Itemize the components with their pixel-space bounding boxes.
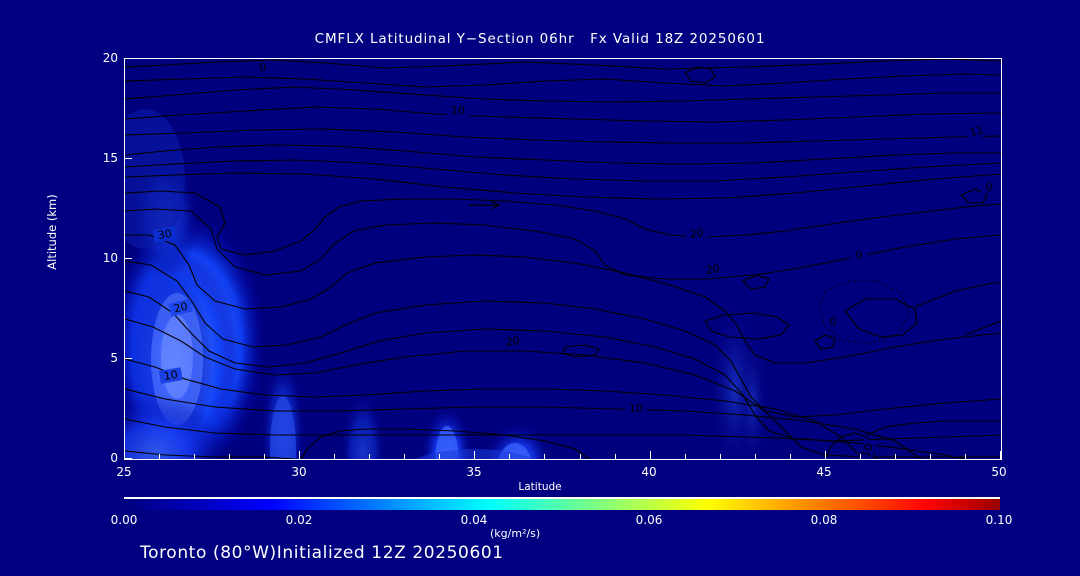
colorbar-topline bbox=[124, 497, 1000, 499]
x-tickmark-minor bbox=[790, 454, 791, 459]
x-tickmark-minor bbox=[229, 454, 230, 459]
x-tickmark-minor bbox=[439, 454, 440, 459]
svg-text:0: 0 bbox=[856, 249, 863, 262]
shaded-field bbox=[125, 109, 767, 459]
svg-text:30: 30 bbox=[157, 227, 173, 242]
x-tickmark-major bbox=[825, 451, 826, 459]
svg-text:10: 10 bbox=[859, 442, 876, 459]
x-tickmark-minor bbox=[580, 454, 581, 459]
contour-labels: 0 10 11 30 20 bbox=[152, 60, 997, 459]
x-tickmark-major bbox=[299, 451, 300, 459]
y-tickmark bbox=[124, 258, 132, 259]
y-tick-10: 10 bbox=[102, 251, 118, 265]
x-tickmark-major bbox=[124, 451, 125, 459]
svg-text:20: 20 bbox=[705, 262, 721, 277]
colorbar-gradient bbox=[124, 499, 1000, 510]
y-tickmark bbox=[124, 58, 132, 59]
x-tickmark-minor bbox=[720, 454, 721, 459]
colorbar-tick-0: 0.00 bbox=[110, 513, 138, 527]
y-axis-label: Altitude (km) bbox=[45, 194, 59, 270]
x-tickmark-minor bbox=[895, 454, 896, 459]
x-tickmark-minor bbox=[685, 454, 686, 459]
y-tickmark bbox=[124, 158, 132, 159]
x-tickmark-minor bbox=[334, 454, 335, 459]
x-tickmark-minor bbox=[615, 454, 616, 459]
y-tick-5: 5 bbox=[110, 351, 118, 365]
y-tick-0: 0 bbox=[110, 451, 118, 465]
svg-text:10: 10 bbox=[451, 104, 465, 117]
colorbar-tick-3: 0.06 bbox=[635, 513, 663, 527]
x-tickmark-minor bbox=[159, 454, 160, 459]
x-tick-45: 45 bbox=[816, 465, 832, 479]
x-tick-35: 35 bbox=[466, 465, 482, 479]
x-tick-40: 40 bbox=[641, 465, 657, 479]
y-tick-15: 15 bbox=[102, 151, 118, 165]
x-tickmark-minor bbox=[404, 454, 405, 459]
svg-text:20: 20 bbox=[689, 226, 705, 241]
svg-text:0: 0 bbox=[830, 315, 837, 328]
wind-arrow-icon bbox=[469, 200, 501, 210]
x-tickmark-minor bbox=[264, 454, 265, 459]
y-tickmark bbox=[124, 358, 132, 359]
x-tick-25: 25 bbox=[116, 465, 132, 479]
colorbar-tick-5: 0.10 bbox=[985, 513, 1013, 527]
svg-text:11: 11 bbox=[968, 123, 985, 139]
x-tickmark-minor bbox=[544, 454, 545, 459]
footer-station-label: Toronto (80°W)Initialized 12Z 20250601 bbox=[140, 543, 504, 563]
colorbar-tick-2: 0.04 bbox=[460, 513, 488, 527]
x-tickmark-minor bbox=[194, 454, 195, 459]
x-tickmark-minor bbox=[860, 454, 861, 459]
svg-text:10: 10 bbox=[163, 368, 179, 383]
svg-text:0: 0 bbox=[986, 181, 993, 194]
colorbar-tick-1: 0.02 bbox=[285, 513, 313, 527]
x-tickmark-minor bbox=[965, 454, 966, 459]
y-tickmark bbox=[124, 458, 132, 459]
contour-lines bbox=[125, 59, 1001, 459]
x-tickmark-major bbox=[474, 451, 475, 459]
x-tickmark-major bbox=[1000, 451, 1001, 459]
colorbar[interactable] bbox=[124, 497, 1000, 510]
colorbar-units-label: (kg/m²/s) bbox=[490, 527, 541, 540]
x-tickmark-minor bbox=[755, 454, 756, 459]
plot-svg: 0 10 11 30 20 bbox=[125, 59, 1001, 459]
chart-title: CMFLX Latitudinal Y−Section 06hr Fx Vali… bbox=[314, 31, 766, 47]
plot-area: 0 10 11 30 20 bbox=[124, 58, 1002, 460]
svg-text:10: 10 bbox=[629, 402, 643, 415]
y-tick-20: 20 bbox=[102, 51, 118, 65]
x-tickmark-minor bbox=[930, 454, 931, 459]
svg-text:20: 20 bbox=[172, 300, 189, 316]
x-tickmark-minor bbox=[369, 454, 370, 459]
x-tickmark-minor bbox=[509, 454, 510, 459]
x-tick-50: 50 bbox=[991, 465, 1007, 479]
x-tickmark-major bbox=[650, 451, 651, 459]
x-tick-30: 30 bbox=[291, 465, 307, 479]
colorbar-tick-4: 0.08 bbox=[810, 513, 838, 527]
svg-text:20: 20 bbox=[505, 334, 521, 349]
x-axis-label: Latitude bbox=[518, 481, 562, 493]
svg-text:0: 0 bbox=[259, 61, 267, 75]
